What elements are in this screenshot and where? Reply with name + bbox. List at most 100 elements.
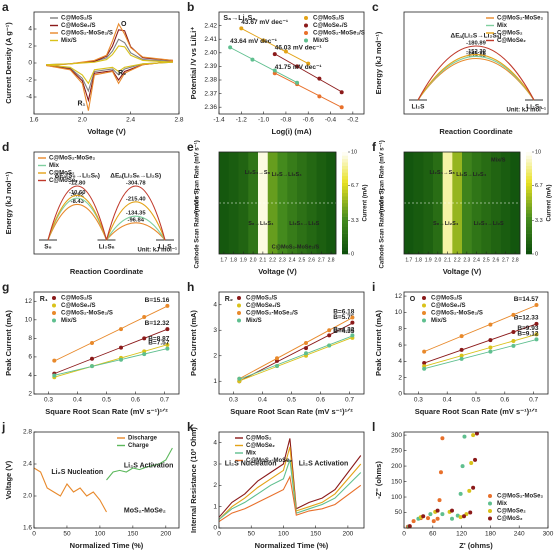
slope-label: B=6.18: [333, 308, 355, 315]
y-axis-label: Anode Scan Rate (mV s⁻¹): [194, 140, 201, 215]
legend-label: Mix: [49, 163, 60, 169]
annotation: R₂: [118, 70, 126, 77]
x-tick-label: 2.5: [298, 257, 305, 263]
annotation: Li₂S₄→Li₂S: [289, 221, 319, 227]
colorbar-step: [526, 247, 532, 251]
annotation: S₈→Li₂S₄: [433, 221, 459, 227]
energy-barrier: [106, 222, 166, 241]
colorbar-step: [342, 179, 348, 183]
x-tick-label: 150: [127, 531, 138, 538]
legend-label: Discharge: [128, 436, 158, 442]
x-tick-label: -0.6: [303, 117, 315, 124]
x-tick-label: 2.8: [512, 257, 519, 263]
annotation: Li₂S Activation: [299, 461, 349, 468]
legend-label: C@MoS₂-MoSe₂: [497, 494, 544, 500]
colorbar-step: [342, 216, 348, 221]
data-point: [460, 464, 465, 469]
legend-label: C@MoS₂-MoSe₂/S: [313, 31, 365, 37]
legend-label: C@MoS₂-MoSe₂/S: [61, 31, 113, 37]
panel: g Square Root Scan Rate (mV s⁻¹)¹ᐟ² Peak C…: [2, 280, 180, 416]
x-tick-label: 2.2: [454, 257, 461, 263]
data-point: [462, 514, 466, 519]
colorbar-step: [342, 175, 348, 180]
y-tick-label: 12: [395, 293, 403, 300]
plot-frame: [218, 151, 337, 255]
legend-label: Mix/S: [313, 38, 329, 44]
y-axis-label: Peak Current (mA): [374, 310, 383, 376]
x-axis-label: Z' (ohms): [459, 541, 493, 550]
colorbar-step: [526, 237, 532, 241]
heat-cell: [481, 152, 492, 254]
annotation: MoS₂-MoSe₂: [124, 508, 166, 515]
colorbar-step: [526, 223, 532, 228]
colorbar-step: [342, 220, 348, 224]
legend-label: C@MoS₂/S: [246, 296, 277, 302]
colorbar-tick-label: 0: [535, 251, 538, 257]
legend-label: C@MoS₂: [49, 171, 75, 177]
data-line: [33, 467, 107, 513]
x-tick-label: 2.0: [434, 257, 441, 263]
colorbar-step: [526, 206, 532, 211]
colorbar-step: [526, 226, 532, 231]
data-point: [469, 460, 474, 465]
annotation: Mix/S: [491, 158, 506, 164]
colorbar-step: [342, 243, 348, 248]
colorbar-step: [342, 226, 348, 231]
data-line: [218, 446, 362, 520]
barrier-label: -215.40: [126, 196, 146, 202]
y-tick-label: 2.41: [204, 36, 217, 43]
y-tick-label: 2.39: [204, 63, 217, 70]
slope-label: 41.75 mV dec⁻¹: [275, 64, 322, 71]
plot-frame: [403, 11, 549, 115]
colorbar-step: [526, 199, 532, 204]
energy-barrier: [47, 194, 108, 241]
annotation: O: [410, 296, 416, 303]
panel: c Reaction Coordinate Energy (kJ mol⁻¹) Li₂…: [372, 0, 549, 136]
legend-swatch: [237, 318, 241, 323]
annotation: R₁: [40, 296, 48, 303]
colorbar-step: [342, 196, 348, 200]
x-tick-label: -1.0: [258, 117, 270, 124]
colorbar-step: [342, 192, 348, 197]
x-tick-label: 120: [456, 531, 467, 538]
data-point: [239, 26, 244, 31]
x-tick-label: 0.4: [443, 397, 452, 404]
colorbar-tick-label: 6.7: [535, 183, 543, 189]
colorbar-step: [526, 189, 532, 194]
data-point: [534, 321, 539, 326]
y-axis-label: Energy (kJ mol⁻¹): [4, 171, 13, 234]
colorbar-step: [526, 233, 532, 238]
fit-line: [424, 333, 537, 367]
data-point: [471, 433, 476, 438]
y-tick-label: 6: [398, 342, 402, 349]
colorbar-step: [342, 230, 348, 234]
legend-label: Mix: [497, 23, 508, 29]
panel-label: i: [372, 280, 375, 294]
x-tick-label: 180: [485, 531, 496, 538]
slope-label: B=12.32: [145, 320, 170, 327]
legend-swatch: [488, 494, 492, 498]
data-point: [462, 434, 467, 439]
legend-label: C@MoS₂-MoSe₂: [246, 458, 293, 464]
slope-label: B=9.93: [517, 325, 539, 332]
unit-label: Unit: kJ mol⁻¹: [137, 247, 177, 254]
colorbar-step: [342, 203, 348, 207]
legend-label: C@MoS₂-MoSe₂/S: [61, 311, 113, 317]
colorbar-step: [342, 172, 348, 177]
annotation: Li₂S Nucleation: [51, 469, 103, 476]
colorbar-step: [342, 165, 348, 170]
x-axis-label: Reaction Coordinate: [439, 127, 512, 136]
data-point: [440, 512, 445, 517]
data-point: [467, 488, 472, 493]
fit-line: [54, 348, 168, 376]
data-point: [407, 524, 412, 529]
x-tick-label: 2.4: [289, 257, 296, 263]
y-axis-label: Internal Resistance (10³ Ohm): [189, 427, 198, 533]
data-point: [52, 373, 57, 378]
colorbar-step: [526, 172, 532, 177]
y-tick-label: 4: [213, 301, 217, 308]
legend-swatch: [422, 296, 426, 300]
y-tick-label: 2: [213, 482, 217, 489]
data-point: [437, 498, 442, 503]
barrier-label: -152.30: [466, 49, 486, 55]
